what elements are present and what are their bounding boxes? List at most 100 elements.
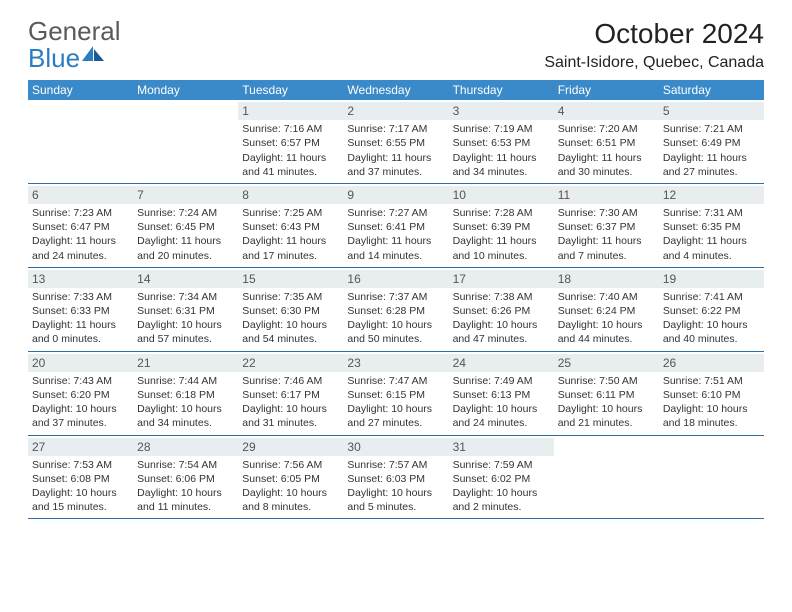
sunrise-text: Sunrise: 7:46 AM xyxy=(242,374,339,388)
sunset-text: Sunset: 6:24 PM xyxy=(558,304,655,318)
daylight-line-1: Daylight: 10 hours xyxy=(453,486,550,500)
sunset-text: Sunset: 6:30 PM xyxy=(242,304,339,318)
daylight-line-2: and 30 minutes. xyxy=(558,165,655,179)
daylight-line-2: and 54 minutes. xyxy=(242,332,339,346)
dow-wednesday: Wednesday xyxy=(343,80,448,100)
day-cell: 27Sunrise: 7:53 AMSunset: 6:08 PMDayligh… xyxy=(28,436,133,519)
daylight-line-1: Daylight: 11 hours xyxy=(663,234,760,248)
daylight-line-1: Daylight: 11 hours xyxy=(558,151,655,165)
week-row: 20Sunrise: 7:43 AMSunset: 6:20 PMDayligh… xyxy=(28,352,764,436)
daylight-line-2: and 37 minutes. xyxy=(32,416,129,430)
daylight-line-2: and 34 minutes. xyxy=(453,165,550,179)
day-number: 13 xyxy=(28,270,133,288)
day-cell: 13Sunrise: 7:33 AMSunset: 6:33 PMDayligh… xyxy=(28,268,133,351)
day-number: 7 xyxy=(133,186,238,204)
sunrise-text: Sunrise: 7:50 AM xyxy=(558,374,655,388)
daylight-line-2: and 47 minutes. xyxy=(453,332,550,346)
sunrise-text: Sunrise: 7:41 AM xyxy=(663,290,760,304)
day-cell: 12Sunrise: 7:31 AMSunset: 6:35 PMDayligh… xyxy=(659,184,764,267)
daylight-line-2: and 27 minutes. xyxy=(663,165,760,179)
daylight-line-1: Daylight: 10 hours xyxy=(137,486,234,500)
sunrise-text: Sunrise: 7:53 AM xyxy=(32,458,129,472)
day-cell: 3Sunrise: 7:19 AMSunset: 6:53 PMDaylight… xyxy=(449,100,554,183)
sunrise-text: Sunrise: 7:57 AM xyxy=(347,458,444,472)
day-number: 24 xyxy=(449,354,554,372)
daylight-line-1: Daylight: 10 hours xyxy=(558,318,655,332)
sunset-text: Sunset: 6:20 PM xyxy=(32,388,129,402)
sunrise-text: Sunrise: 7:20 AM xyxy=(558,122,655,136)
day-cell: 1Sunrise: 7:16 AMSunset: 6:57 PMDaylight… xyxy=(238,100,343,183)
daylight-line-1: Daylight: 10 hours xyxy=(347,402,444,416)
day-number: 19 xyxy=(659,270,764,288)
day-cell: 8Sunrise: 7:25 AMSunset: 6:43 PMDaylight… xyxy=(238,184,343,267)
day-cell: 17Sunrise: 7:38 AMSunset: 6:26 PMDayligh… xyxy=(449,268,554,351)
daylight-line-1: Daylight: 10 hours xyxy=(32,486,129,500)
day-cell: 21Sunrise: 7:44 AMSunset: 6:18 PMDayligh… xyxy=(133,352,238,435)
calendar-page: General Blue October 2024 Saint-Isidore,… xyxy=(0,0,792,529)
page-header: General Blue October 2024 Saint-Isidore,… xyxy=(28,18,764,72)
daylight-line-2: and 17 minutes. xyxy=(242,249,339,263)
daylight-line-2: and 34 minutes. xyxy=(137,416,234,430)
day-of-week-header: SundayMondayTuesdayWednesdayThursdayFrid… xyxy=(28,80,764,100)
week-row: 27Sunrise: 7:53 AMSunset: 6:08 PMDayligh… xyxy=(28,436,764,520)
daylight-line-2: and 14 minutes. xyxy=(347,249,444,263)
daylight-line-2: and 5 minutes. xyxy=(347,500,444,514)
day-number: 21 xyxy=(133,354,238,372)
daylight-line-1: Daylight: 11 hours xyxy=(137,234,234,248)
daylight-line-2: and 40 minutes. xyxy=(663,332,760,346)
daylight-line-1: Daylight: 11 hours xyxy=(663,151,760,165)
sunset-text: Sunset: 6:41 PM xyxy=(347,220,444,234)
sunrise-text: Sunrise: 7:31 AM xyxy=(663,206,760,220)
daylight-line-1: Daylight: 10 hours xyxy=(558,402,655,416)
daylight-line-2: and 24 minutes. xyxy=(32,249,129,263)
sunset-text: Sunset: 6:28 PM xyxy=(347,304,444,318)
day-number: 14 xyxy=(133,270,238,288)
sunrise-text: Sunrise: 7:24 AM xyxy=(137,206,234,220)
daylight-line-2: and 18 minutes. xyxy=(663,416,760,430)
daylight-line-2: and 7 minutes. xyxy=(558,249,655,263)
sail-icon xyxy=(82,46,104,62)
sunrise-text: Sunrise: 7:25 AM xyxy=(242,206,339,220)
daylight-line-2: and 57 minutes. xyxy=(137,332,234,346)
day-cell-empty xyxy=(28,100,133,183)
sunrise-text: Sunrise: 7:23 AM xyxy=(32,206,129,220)
day-number: 3 xyxy=(449,102,554,120)
daylight-line-1: Daylight: 11 hours xyxy=(558,234,655,248)
daylight-line-1: Daylight: 10 hours xyxy=(347,318,444,332)
day-cell: 20Sunrise: 7:43 AMSunset: 6:20 PMDayligh… xyxy=(28,352,133,435)
sunset-text: Sunset: 6:35 PM xyxy=(663,220,760,234)
day-cell: 29Sunrise: 7:56 AMSunset: 6:05 PMDayligh… xyxy=(238,436,343,519)
sunrise-text: Sunrise: 7:28 AM xyxy=(453,206,550,220)
daylight-line-1: Daylight: 10 hours xyxy=(32,402,129,416)
sunset-text: Sunset: 6:53 PM xyxy=(453,136,550,150)
day-cell-empty xyxy=(659,436,764,519)
sunset-text: Sunset: 6:17 PM xyxy=(242,388,339,402)
day-cell: 14Sunrise: 7:34 AMSunset: 6:31 PMDayligh… xyxy=(133,268,238,351)
day-number: 30 xyxy=(343,438,448,456)
sunset-text: Sunset: 6:43 PM xyxy=(242,220,339,234)
day-number: 25 xyxy=(554,354,659,372)
day-number: 20 xyxy=(28,354,133,372)
week-row: 1Sunrise: 7:16 AMSunset: 6:57 PMDaylight… xyxy=(28,100,764,184)
daylight-line-1: Daylight: 11 hours xyxy=(242,151,339,165)
day-cell: 15Sunrise: 7:35 AMSunset: 6:30 PMDayligh… xyxy=(238,268,343,351)
location-text: Saint-Isidore, Quebec, Canada xyxy=(544,54,764,72)
day-cell: 10Sunrise: 7:28 AMSunset: 6:39 PMDayligh… xyxy=(449,184,554,267)
daylight-line-1: Daylight: 10 hours xyxy=(663,402,760,416)
day-number: 1 xyxy=(238,102,343,120)
weeks-container: 1Sunrise: 7:16 AMSunset: 6:57 PMDaylight… xyxy=(28,100,764,519)
dow-thursday: Thursday xyxy=(449,80,554,100)
sunset-text: Sunset: 6:15 PM xyxy=(347,388,444,402)
sunrise-text: Sunrise: 7:54 AM xyxy=(137,458,234,472)
daylight-line-1: Daylight: 10 hours xyxy=(242,486,339,500)
title-block: October 2024 Saint-Isidore, Quebec, Cana… xyxy=(544,18,764,72)
sunset-text: Sunset: 6:45 PM xyxy=(137,220,234,234)
dow-sunday: Sunday xyxy=(28,80,133,100)
sunset-text: Sunset: 6:47 PM xyxy=(32,220,129,234)
day-number: 9 xyxy=(343,186,448,204)
daylight-line-1: Daylight: 10 hours xyxy=(137,318,234,332)
sunset-text: Sunset: 6:11 PM xyxy=(558,388,655,402)
week-row: 13Sunrise: 7:33 AMSunset: 6:33 PMDayligh… xyxy=(28,268,764,352)
daylight-line-2: and 11 minutes. xyxy=(137,500,234,514)
day-number: 29 xyxy=(238,438,343,456)
